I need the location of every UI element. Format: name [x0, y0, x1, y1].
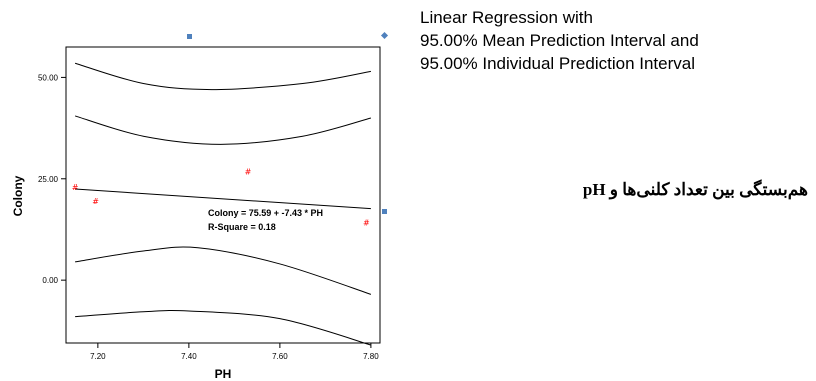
data-point: # [245, 167, 252, 176]
r-square-label: R-Square = 0.18 [208, 222, 276, 232]
individual-interval-upper-line [74, 62, 371, 91]
x-tick-label: 7.20 [90, 352, 106, 361]
y-tick-label: 25.00 [38, 175, 59, 184]
individual-interval-lower-line [75, 309, 372, 346]
y-axis: 0.00 25.00 50.00 [38, 73, 66, 285]
data-point: # [363, 219, 370, 228]
prediction-interval-curves [74, 62, 372, 346]
data-point: # [92, 197, 99, 206]
y-tick-label: 0.00 [42, 276, 58, 285]
regression-line [75, 188, 371, 210]
title-line-3: 95.00% Individual Prediction Interval [420, 54, 695, 73]
y-tick-label: 50.00 [38, 73, 59, 82]
data-point: # [72, 183, 79, 192]
x-axis: 7.20 7.40 7.60 7.80 [90, 343, 379, 361]
data-points: # # # # [72, 167, 370, 227]
figure-caption: هم‌بستگی بین تعداد کلنی‌ها و pH [582, 180, 808, 199]
x-axis-label: PH [215, 367, 232, 381]
plot-frame [65, 46, 381, 344]
mean-interval-lower-line [75, 246, 372, 295]
mean-interval-upper-line [74, 115, 372, 145]
title-line-2: 95.00% Mean Prediction Interval and [420, 31, 699, 50]
x-tick-label: 7.80 [363, 352, 379, 361]
chart-title: Linear Regression with 95.00% Mean Predi… [420, 6, 699, 75]
x-tick-label: 7.60 [272, 352, 288, 361]
regression-equation: Colony = 75.59 + -7.43 * PH [208, 208, 323, 218]
x-tick-label: 7.40 [181, 352, 197, 361]
legend-marker-square [187, 34, 192, 39]
legend-marker-diamond [380, 31, 389, 40]
legend-marker-square-right [382, 209, 387, 214]
title-line-1: Linear Regression with [420, 8, 593, 27]
y-axis-label: Colony [11, 175, 25, 216]
